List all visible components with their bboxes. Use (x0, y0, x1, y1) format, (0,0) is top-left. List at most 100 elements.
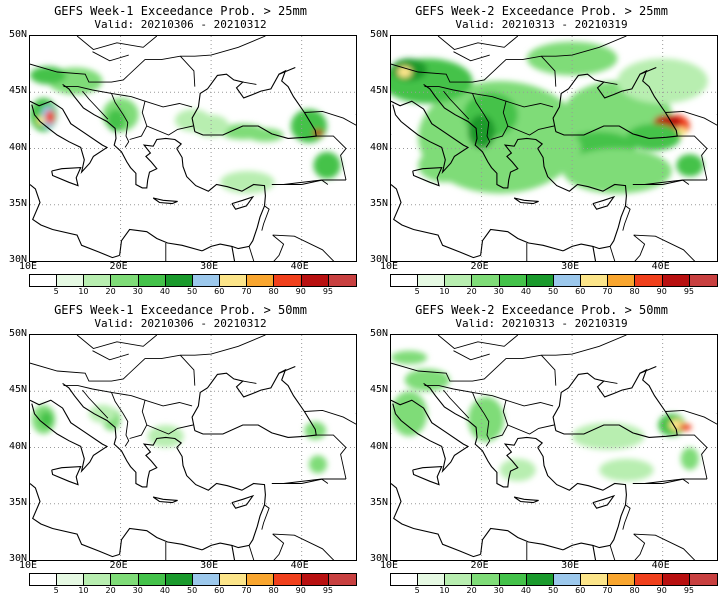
country-border (272, 234, 335, 261)
country-border (82, 389, 109, 419)
map-svg (391, 335, 717, 560)
probability-shading (30, 66, 341, 194)
colorbar-swatch (84, 574, 112, 585)
longitude-label: 30E (200, 560, 219, 571)
colorbar-swatch (138, 275, 166, 286)
colorbar (29, 573, 357, 586)
map-area (29, 35, 357, 262)
country-border (283, 478, 329, 484)
colorbar-swatch (445, 574, 473, 585)
colorbar-swatch (391, 275, 419, 286)
latitude-label: 50N (8, 29, 27, 40)
probability-area (147, 425, 184, 448)
coastline (537, 148, 627, 252)
country-border (540, 55, 557, 87)
probability-area (391, 350, 428, 365)
colorbar-label: 10 (439, 586, 450, 595)
colorbar-label: 40 (520, 586, 532, 595)
probability-area (680, 447, 699, 470)
coastline (62, 83, 183, 189)
coastline (592, 246, 597, 261)
colorbar-swatch (581, 574, 609, 585)
probability-area (676, 154, 704, 177)
colorbar-label: 10 (78, 586, 89, 595)
country-border (644, 179, 690, 185)
coastline (412, 465, 443, 486)
colorbar-label: 90 (656, 287, 667, 296)
country-border (632, 179, 707, 185)
colorbar-label: 95 (683, 287, 695, 296)
colorbar-swatch (57, 574, 85, 585)
colorbar-swatch (689, 574, 717, 585)
coastline (152, 197, 178, 205)
country-border (261, 205, 270, 231)
colorbar-swatch (689, 275, 717, 286)
longitude-label: 20E (470, 560, 489, 571)
probability-shading (391, 350, 699, 482)
colorbar-swatch (445, 275, 473, 286)
colorbar-label: 50 (187, 287, 198, 296)
probability-area (678, 423, 692, 431)
probability-area (88, 404, 117, 423)
colorbar-swatch (418, 275, 446, 286)
probability-area (312, 129, 324, 137)
latitude-label: 40N (369, 440, 388, 452)
country-border (622, 504, 631, 530)
colorbar-swatch (274, 275, 302, 286)
panel-title: GEFS Week-2 Exceedance Prob. > 50mm (415, 303, 668, 317)
probability-area (467, 114, 496, 149)
country-border (272, 533, 335, 560)
colorbar-swatch (662, 275, 690, 286)
coastline (592, 195, 616, 210)
colorbar-swatch (608, 275, 636, 286)
colorbar (390, 274, 718, 287)
probability-area (37, 115, 45, 125)
colorbar-label: 60 (214, 586, 225, 595)
colorbar-swatch (608, 574, 636, 585)
colorbar-label: 80 (629, 586, 640, 595)
country-border (92, 350, 129, 361)
colorbar-label: 40 (520, 287, 532, 296)
colorbar-swatch (57, 275, 85, 286)
country-border (391, 335, 627, 382)
country-border (144, 399, 193, 407)
colorbar-label: 30 (132, 287, 143, 296)
colorbar-label: 40 (159, 287, 171, 296)
colorbar-label: 5 (53, 586, 59, 595)
country-border (271, 478, 346, 484)
panel-title: GEFS Week-2 Exceedance Prob. > 25mm (415, 4, 668, 18)
panel-title: GEFS Week-1 Exceedance Prob. > 50mm (54, 303, 307, 317)
country-border (304, 110, 356, 126)
colorbar-label: 10 (78, 287, 89, 296)
colorbar-swatch (111, 275, 139, 286)
probability-area (313, 151, 341, 179)
coastline (639, 66, 657, 75)
latitude-label: 35N (8, 197, 27, 209)
colorbar-swatch (165, 275, 193, 286)
coastline (231, 195, 255, 210)
probability-area (508, 126, 582, 171)
colorbar-label: 50 (548, 586, 559, 595)
colorbar-swatch (301, 275, 329, 286)
country-border (609, 246, 616, 261)
country-border (507, 125, 555, 136)
longitude-label: 30E (200, 261, 219, 272)
country-border (146, 424, 194, 435)
colorbar-swatch (526, 574, 554, 585)
latitude-label: 40N (8, 440, 27, 452)
colorbar-swatch (391, 574, 419, 585)
colorbar-swatch (662, 574, 690, 585)
panel-week1-50mm: GEFS Week-1 Exceedance Prob. > 50mm Vali… (0, 299, 361, 598)
country-border (63, 86, 130, 148)
coastline (51, 166, 82, 187)
longitude-label: 10E (380, 261, 399, 272)
longitude-label: 30E (561, 560, 580, 571)
latitude-label: 50N (8, 328, 27, 339)
country-border (603, 380, 618, 384)
latitude-label: 45N (8, 384, 27, 396)
coastline (30, 399, 109, 473)
latitude-label: 45N (8, 85, 27, 97)
coastline (278, 365, 296, 374)
probability-area (220, 171, 275, 194)
country-border (242, 81, 257, 85)
